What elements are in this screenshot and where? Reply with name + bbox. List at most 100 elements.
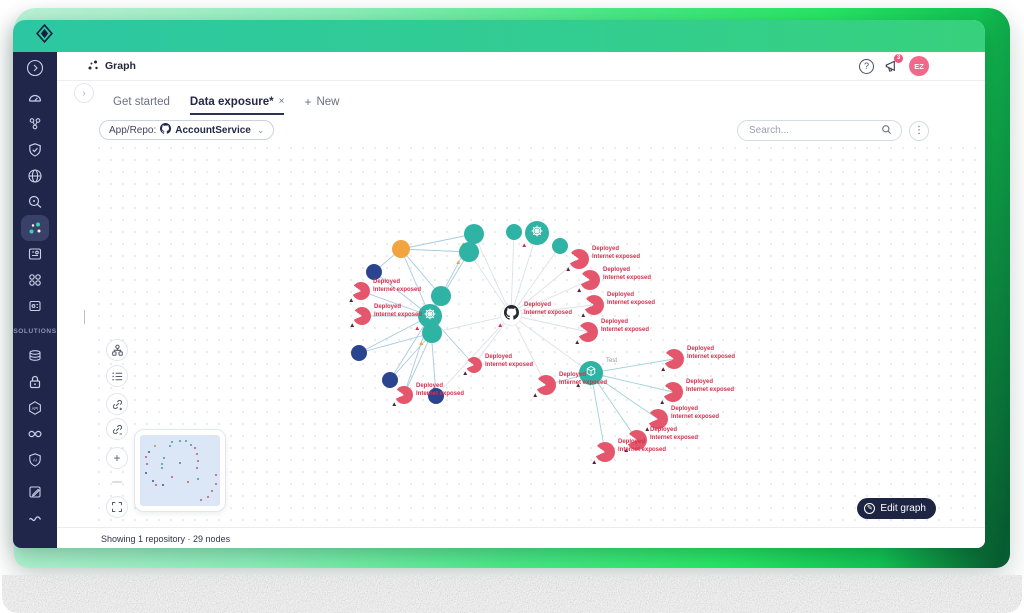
warning-triangle-icon: ▲ — [497, 321, 504, 329]
announcements-button[interactable]: 3 — [883, 53, 903, 75]
internet-globe-icon[interactable] — [21, 163, 49, 189]
trend-wave-icon[interactable] — [21, 505, 49, 531]
graph-node[interactable]: ▲ Deployed Internet exposed — [623, 427, 698, 453]
app-repo-filter-chip[interactable]: App/Repo: AccountService ⌄ — [99, 120, 275, 140]
api-security-icon[interactable]: API — [21, 395, 49, 421]
supply-chain-stack-icon[interactable] — [21, 343, 49, 369]
warning-triangle-icon: ▲ — [575, 381, 582, 389]
layout-tool-button[interactable] — [106, 339, 128, 361]
minimap-node-dot — [184, 440, 187, 443]
graph-node[interactable]: ▲ Deployed Internet exposed — [391, 383, 464, 407]
graph-node[interactable]: ▲ Deployed Internet exposed — [591, 439, 666, 465]
graph-node[interactable]: ▲ Deployed Internet exposed — [565, 246, 640, 272]
governance-card-icon[interactable] — [21, 241, 49, 267]
node-label: Deployed Internet exposed — [485, 354, 534, 368]
node-label: Deployed Internet exposed — [592, 246, 641, 260]
warning-triangle-icon: ▲ — [455, 258, 462, 266]
notification-badge: 3 — [894, 53, 903, 63]
panel-expand-button[interactable]: › — [74, 83, 94, 103]
zoom-out-button[interactable] — [112, 481, 122, 483]
graph-node[interactable]: ▲ Deployed Internet exposed — [659, 379, 734, 405]
inventory-cluster-icon[interactable] — [21, 111, 49, 137]
graph-node[interactable]: ▲ — [521, 221, 549, 248]
minimap-node-dot — [160, 462, 163, 465]
graph-node[interactable]: ▲ — [427, 286, 451, 309]
graph-icon[interactable] — [21, 215, 49, 241]
search-box[interactable] — [737, 120, 902, 141]
minimap-node-dot — [186, 481, 189, 484]
pipeline-infinity-icon[interactable] — [21, 421, 49, 447]
tab-new[interactable]: + New — [304, 94, 340, 109]
close-tab-icon[interactable]: × — [278, 96, 285, 107]
minimap-node-dot — [163, 457, 166, 460]
page-title: Graph — [87, 59, 136, 74]
graph-tabs: Get started Data exposure* × + New — [113, 92, 340, 115]
app-window: SOLUTIONS API AI — [13, 20, 985, 548]
minimap-viewport — [140, 435, 220, 506]
graph-node[interactable]: ▲ Deployed Internet exposed — [576, 267, 651, 293]
laptop-base-noise — [2, 575, 1022, 613]
graph-node[interactable] — [366, 264, 382, 280]
graph-node[interactable] — [351, 345, 367, 361]
graph-node[interactable]: ▲ Deployed Internet exposed — [497, 302, 572, 328]
zoom-in-button[interactable]: + — [106, 447, 128, 469]
minimap-node-dot — [197, 459, 200, 462]
search-input[interactable] — [747, 124, 881, 137]
graph-node[interactable] — [506, 224, 522, 240]
plus-icon: + — [304, 94, 312, 109]
tab-data-exposure[interactable]: Data exposure* × — [189, 92, 285, 115]
tab-get-started[interactable]: Get started — [113, 95, 170, 108]
graph-node[interactable]: ▲ Deployed Internet exposed — [532, 372, 607, 398]
edit-graph-button[interactable]: ✎ Edit graph — [857, 498, 936, 519]
minimap-node-dot — [215, 474, 217, 477]
remove-link-button[interactable] — [106, 418, 128, 440]
graph-node[interactable]: ▲ Deployed Internet exposed — [349, 304, 422, 328]
graph-node[interactable]: ▲ — [418, 323, 442, 346]
graph-node[interactable] — [382, 372, 398, 388]
minimap-node-dot — [170, 475, 173, 478]
sidebar: SOLUTIONS API AI — [13, 52, 57, 548]
node-label: Test — [606, 358, 618, 364]
device-card-icon[interactable] — [21, 293, 49, 319]
graph-node[interactable]: ▲ Deployed Internet exposed — [580, 292, 655, 318]
graph-node[interactable]: ▲ Deployed Internet exposed — [574, 319, 649, 345]
node-label: Deployed Internet exposed — [607, 292, 656, 306]
more-options-button[interactable]: ⋮ — [909, 120, 929, 141]
panel-resize-handle[interactable] — [84, 310, 85, 324]
minimap-node-dot — [161, 467, 164, 470]
shield-check-icon[interactable] — [21, 137, 49, 163]
dashboard-gauge-icon[interactable] — [21, 85, 49, 111]
minimap-node-dot — [206, 495, 209, 498]
ai-shield-icon[interactable]: AI — [21, 447, 49, 473]
add-link-button[interactable] — [106, 393, 128, 415]
minimap-node-dot — [169, 445, 172, 448]
graph-node[interactable]: ▲ Deployed Internet exposed — [644, 406, 719, 432]
help-button[interactable]: ? — [859, 58, 874, 74]
graph-node[interactable]: ▲ — [455, 242, 479, 265]
expand-chevron-icon[interactable] — [21, 55, 49, 81]
graph-node[interactable] — [392, 240, 410, 258]
apps-grid-icon[interactable] — [21, 267, 49, 293]
graph-node[interactable]: ▲ Test — [575, 358, 617, 388]
user-avatar[interactable]: EZ — [909, 56, 929, 76]
list-view-button[interactable] — [106, 365, 128, 387]
risk-search-icon[interactable] — [21, 189, 49, 215]
warning-triangle-icon: ▲ — [591, 458, 598, 466]
graph-node[interactable] — [552, 238, 568, 254]
notes-pencil-icon[interactable] — [21, 479, 49, 505]
minimap-node-dot — [162, 483, 165, 486]
graph-node[interactable]: ▲ — [460, 224, 484, 247]
graph-node[interactable] — [428, 388, 444, 404]
graph-node[interactable]: ▲ Deployed Internet exposed — [348, 279, 421, 303]
github-icon — [503, 305, 519, 325]
secrets-lock-icon[interactable] — [21, 369, 49, 395]
graph-node[interactable]: ▲ Deployed Internet exposed — [462, 354, 533, 376]
warning-triangle-icon: ▲ — [659, 398, 666, 406]
minimap[interactable] — [134, 429, 226, 512]
graph-node[interactable]: ▲ Deployed Internet exposed — [660, 346, 735, 372]
fullscreen-button[interactable] — [106, 496, 128, 518]
minimap-node-dot — [214, 482, 217, 485]
apiiro-logo-icon — [36, 23, 53, 48]
warning-triangle-icon: ▲ — [532, 391, 539, 399]
